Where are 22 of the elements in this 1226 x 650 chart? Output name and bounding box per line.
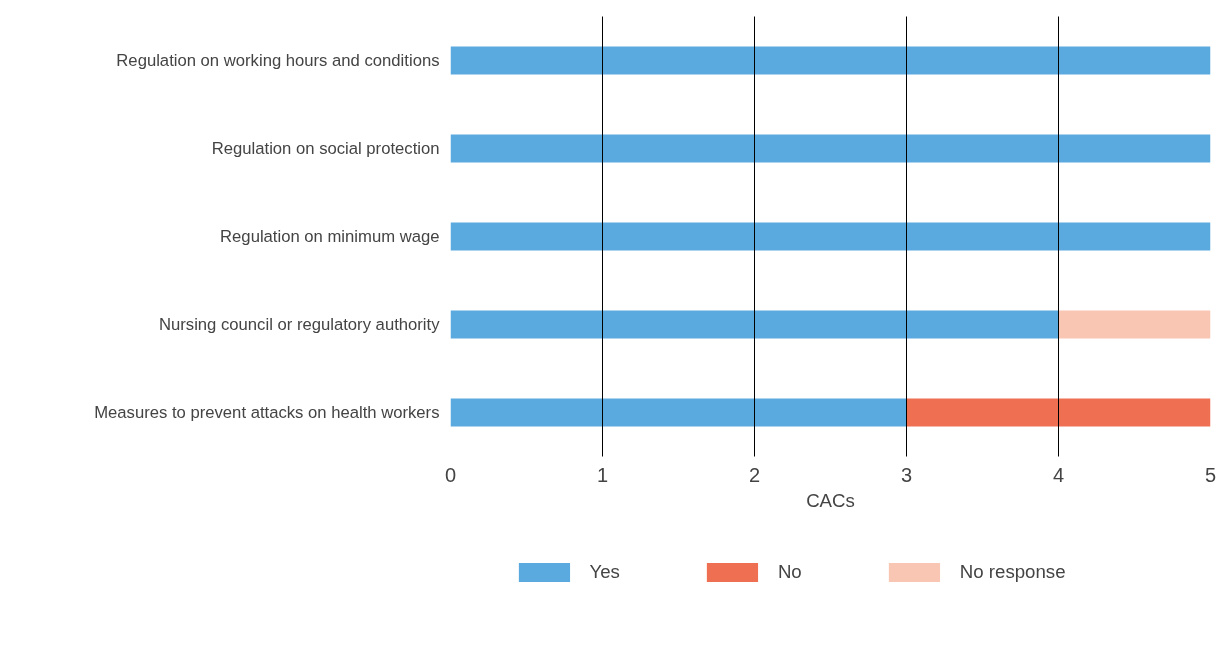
legend-label: No	[777, 561, 802, 584]
legend-label: No response	[959, 561, 1066, 584]
bar	[450, 398, 907, 427]
x-tick-label: 0	[444, 463, 457, 486]
y-tick-label: Regulation on social protection	[211, 139, 440, 158]
x-axis-title: CACs	[806, 489, 855, 511]
y-tick-label: Regulation on working hours and conditions	[116, 51, 440, 70]
bar	[906, 398, 1211, 427]
x-tick-label: 2	[748, 463, 761, 486]
bar	[1058, 310, 1211, 339]
bar	[450, 46, 1211, 75]
x-tick-label: 1	[596, 463, 609, 486]
x-tick-label: 4	[1052, 463, 1065, 486]
bar	[450, 222, 1211, 251]
y-tick-label: Regulation on minimum wage	[220, 227, 440, 246]
y-tick-label: Nursing council or regulatory authority	[158, 315, 441, 334]
bar	[450, 134, 1211, 163]
legend-label: Yes	[589, 561, 620, 584]
x-tick-label: 3	[900, 463, 913, 486]
y-tick-label: Measures to prevent attacks on health workers	[94, 403, 440, 422]
x-tick-label: 5	[1204, 463, 1217, 486]
bar	[450, 310, 1059, 339]
